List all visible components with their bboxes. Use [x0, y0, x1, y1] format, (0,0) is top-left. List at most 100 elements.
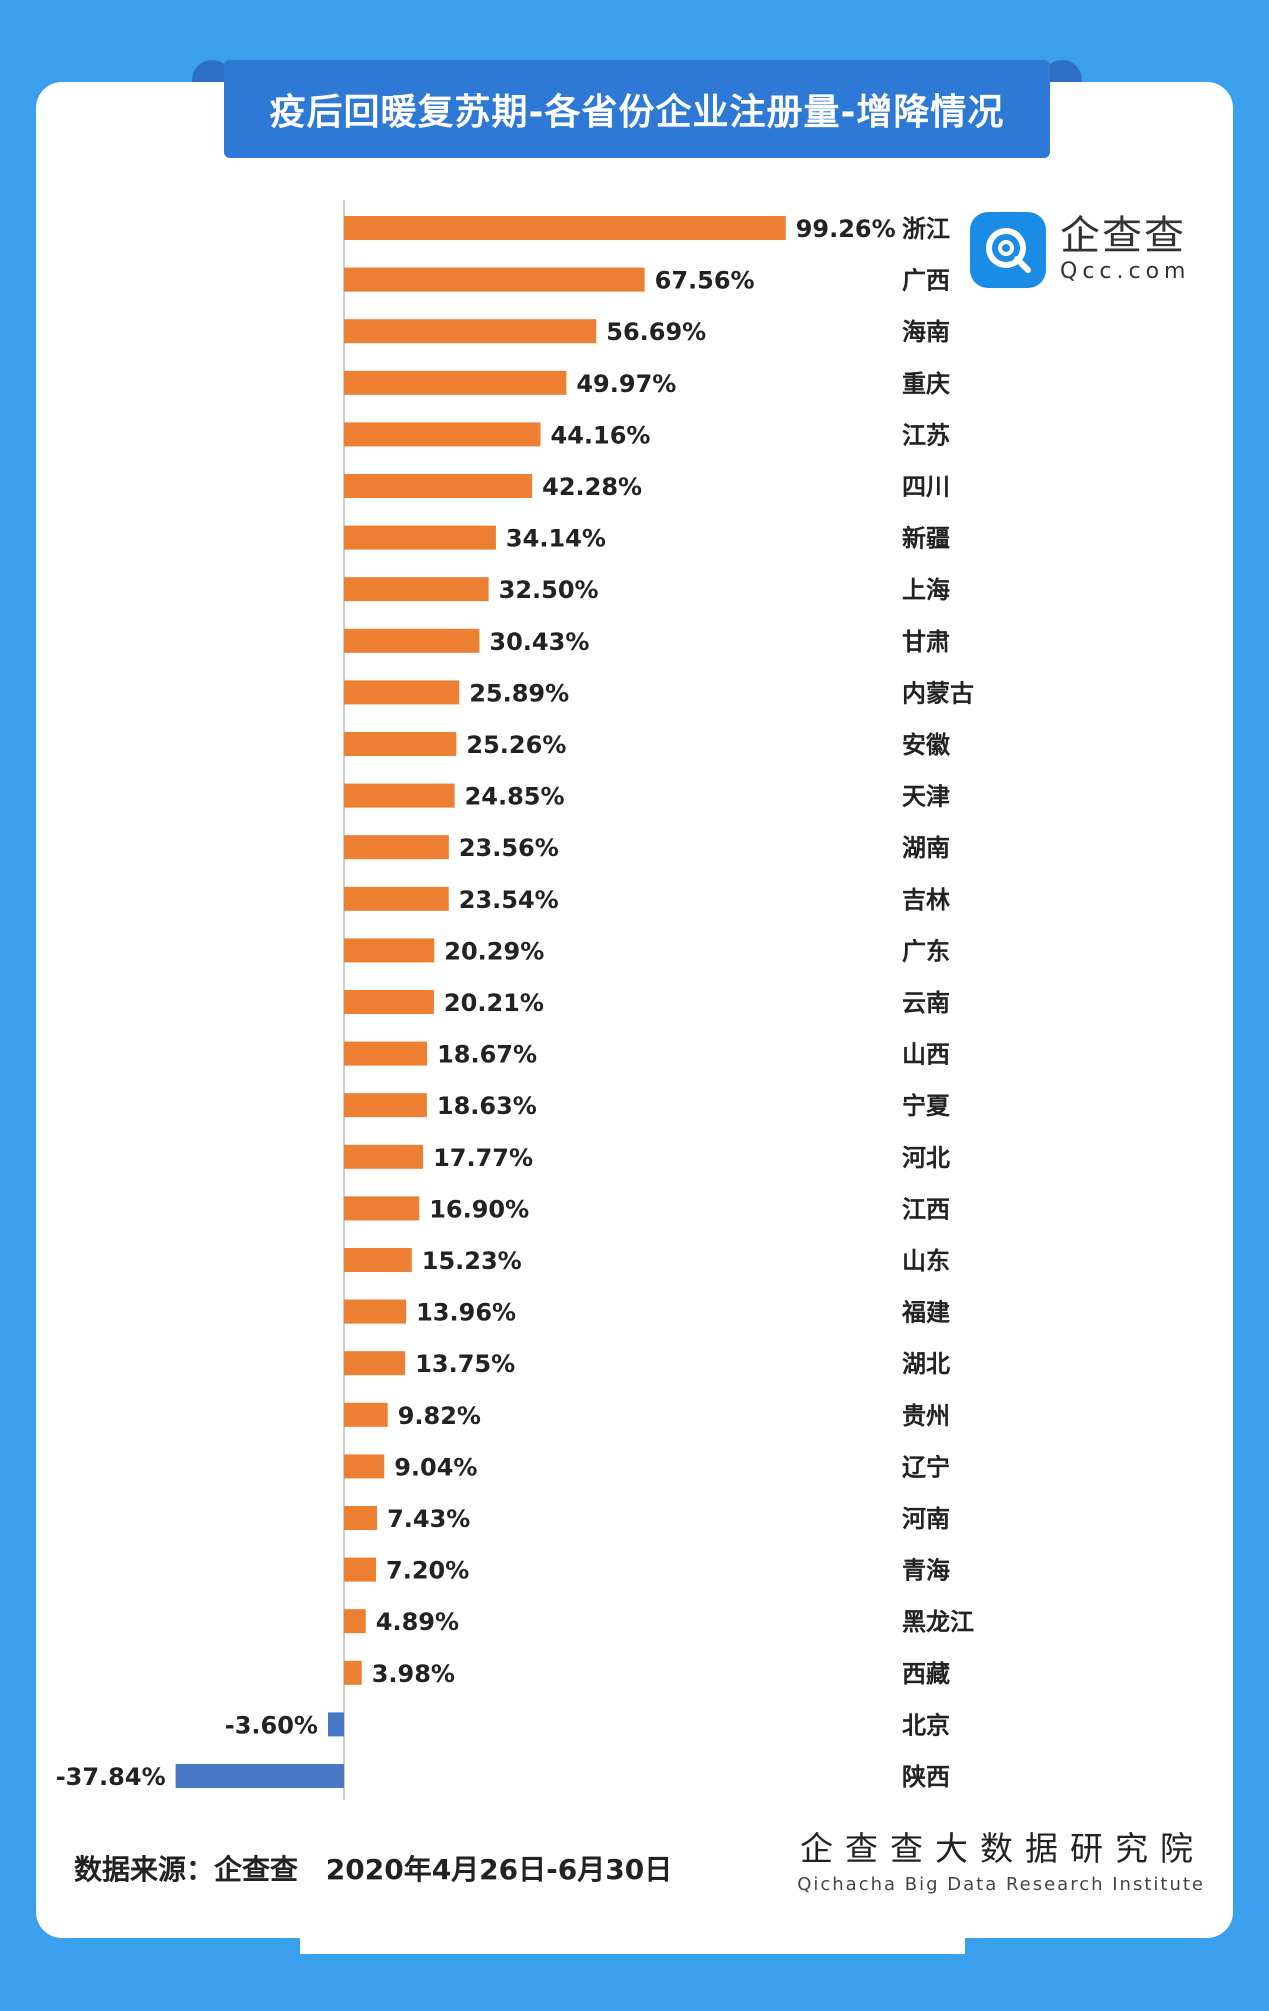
- bar-河北: [344, 1144, 424, 1169]
- category-label: 天津: [902, 783, 950, 811]
- category-label: 广西: [902, 267, 950, 295]
- value-label: 9.04%: [394, 1453, 477, 1481]
- category-label: 河南: [902, 1505, 950, 1533]
- category-label: 四川: [902, 473, 950, 501]
- category-label: 山东: [902, 1247, 950, 1275]
- value-label: 34.14%: [506, 525, 606, 553]
- bar-广东: [344, 938, 435, 963]
- category-label: 内蒙古: [902, 679, 974, 707]
- category-label: 福建: [901, 1299, 950, 1327]
- qcc-magnifier-logo-icon: [970, 212, 1046, 288]
- bar-辽宁: [344, 1454, 385, 1479]
- bar-广西: [344, 267, 645, 292]
- category-label: 宁夏: [902, 1092, 951, 1120]
- category-label: 甘肃: [902, 628, 950, 656]
- category-label: 北京: [902, 1711, 950, 1739]
- bar-宁夏: [344, 1093, 427, 1118]
- category-label: 黑龙江: [902, 1608, 974, 1636]
- bar-海南: [344, 319, 597, 344]
- category-label: 广东: [902, 937, 950, 965]
- category-label: 湖南: [902, 834, 950, 862]
- value-label: 23.56%: [459, 834, 559, 862]
- bottom-strip: [300, 1938, 965, 1954]
- value-label: 17.77%: [433, 1144, 533, 1172]
- value-label: 7.43%: [387, 1505, 470, 1533]
- bar-山东: [344, 1248, 412, 1272]
- chart-card: [36, 82, 1233, 1938]
- bar-新疆: [344, 525, 496, 550]
- category-label: 海南: [902, 318, 950, 346]
- qcc-logo: 企查查 Qcc.com: [970, 212, 1191, 288]
- category-label: 重庆: [902, 370, 950, 398]
- footer-source: 数据来源：企查查 2020年4月26日-6月30日: [74, 1848, 672, 1888]
- bar-贵州: [344, 1402, 388, 1427]
- category-label: 湖北: [902, 1350, 950, 1378]
- category-label: 云南: [902, 989, 950, 1017]
- value-label: 20.29%: [444, 937, 544, 965]
- category-label: 西藏: [902, 1660, 950, 1688]
- logo-name: 企查查: [1060, 213, 1186, 259]
- value-label: 30.43%: [489, 628, 589, 656]
- institute-credit: 企查查大数据研究院 Qichacha Big Data Research Ins…: [797, 1822, 1205, 1895]
- bar-北京: [327, 1712, 344, 1737]
- category-label: 河北: [902, 1144, 950, 1172]
- source-label: 数据来源：企查查: [74, 1853, 299, 1886]
- category-label: 辽宁: [902, 1453, 950, 1481]
- value-label: 7.20%: [386, 1557, 469, 1585]
- category-label: 江西: [902, 1195, 950, 1223]
- institute-name-cn: 企查查大数据研究院: [800, 1829, 1205, 1868]
- bar-青海: [344, 1557, 377, 1582]
- value-label: 13.75%: [415, 1350, 515, 1378]
- bar-江苏: [344, 422, 541, 447]
- bar-天津: [344, 783, 455, 808]
- value-label: 32.50%: [499, 576, 599, 604]
- bar-陕西: [175, 1764, 344, 1788]
- bar-河南: [344, 1506, 378, 1530]
- category-label: 吉林: [902, 886, 950, 914]
- institute-name-en: Qichacha Big Data Research Institute: [797, 1874, 1205, 1895]
- bar-内蒙古: [344, 680, 460, 705]
- category-label: 浙江: [902, 215, 950, 243]
- bar-黑龙江: [344, 1609, 366, 1634]
- value-label: 18.63%: [437, 1092, 537, 1120]
- bar-西藏: [344, 1660, 362, 1685]
- value-label: 13.96%: [416, 1299, 516, 1327]
- category-label: 江苏: [902, 421, 950, 449]
- category-label: 安徽: [902, 731, 951, 759]
- value-label: 99.26%: [796, 215, 896, 243]
- category-label: 贵州: [902, 1402, 950, 1430]
- value-label: 20.21%: [444, 989, 544, 1017]
- bar-四川: [344, 474, 533, 498]
- value-label: -37.84%: [56, 1763, 166, 1791]
- bar-浙江: [344, 216, 786, 240]
- value-label: 42.28%: [542, 473, 642, 501]
- value-label: 16.90%: [429, 1195, 529, 1223]
- category-label: 青海: [902, 1557, 950, 1585]
- category-label: 山西: [902, 1041, 950, 1069]
- value-label: 25.89%: [469, 679, 569, 707]
- bar-甘肃: [344, 628, 480, 653]
- category-label: 上海: [902, 576, 950, 604]
- bar-江西: [344, 1196, 420, 1221]
- bar-上海: [344, 577, 489, 602]
- value-label: 24.85%: [465, 783, 565, 811]
- date-range: 2020年4月26日-6月30日: [325, 1853, 673, 1886]
- bar-云南: [344, 990, 434, 1014]
- bar-湖南: [344, 835, 449, 860]
- value-label: 3.98%: [372, 1660, 455, 1688]
- bar-湖北: [344, 1351, 406, 1376]
- value-label: 9.82%: [398, 1402, 481, 1430]
- value-label: 4.89%: [376, 1608, 459, 1636]
- bar-山西: [344, 1041, 428, 1066]
- title-banner: 疫后回暖复苏期-各省份企业注册量-增降情况: [224, 60, 1050, 158]
- category-label: 陕西: [902, 1763, 950, 1791]
- logo-domain: Qcc.com: [1060, 259, 1191, 284]
- value-label: 18.67%: [437, 1041, 537, 1069]
- value-label: 44.16%: [551, 421, 651, 449]
- bar-重庆: [344, 370, 567, 395]
- bar-吉林: [344, 886, 449, 911]
- bar-福建: [344, 1299, 407, 1324]
- value-label: -3.60%: [225, 1711, 318, 1739]
- value-label: 15.23%: [422, 1247, 522, 1275]
